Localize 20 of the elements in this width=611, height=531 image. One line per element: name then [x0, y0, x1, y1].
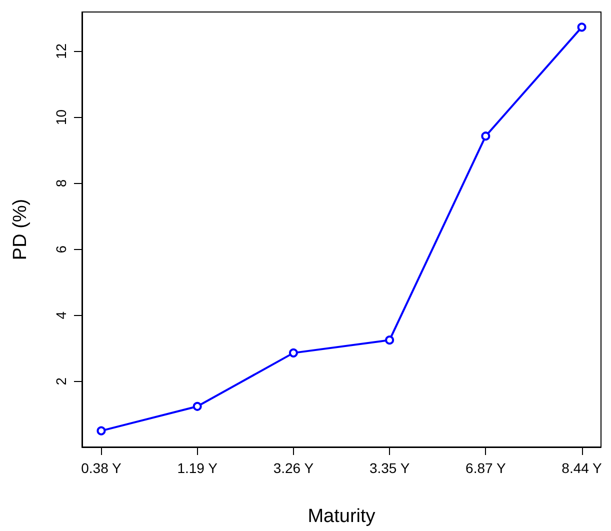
y-tick-label: 10: [53, 109, 69, 126]
point: [288, 348, 298, 358]
x-tick-label: 1.19 Y: [177, 460, 218, 476]
point: [192, 402, 202, 411]
y-axis-title: PD (%): [10, 198, 31, 260]
x-tick-label: 3.35 Y: [369, 460, 410, 476]
point: [481, 132, 490, 141]
point: [96, 426, 106, 436]
point: [385, 336, 394, 345]
x-tick-label: 0.38 Y: [81, 460, 122, 476]
y-tick-label: 8: [53, 179, 69, 188]
point: [577, 22, 586, 32]
x-tick-label: 8.44 Y: [562, 460, 603, 476]
y-tick-label: 2: [53, 377, 69, 386]
x-axis-title: Maturity: [308, 506, 376, 527]
y-tick-label: 12: [53, 43, 69, 60]
y-tick-label: 4: [53, 311, 69, 320]
y-tick-label: 6: [53, 245, 69, 254]
x-tick-label: 3.26 Y: [273, 460, 314, 476]
x-tick-label: 6.87 Y: [466, 460, 506, 476]
